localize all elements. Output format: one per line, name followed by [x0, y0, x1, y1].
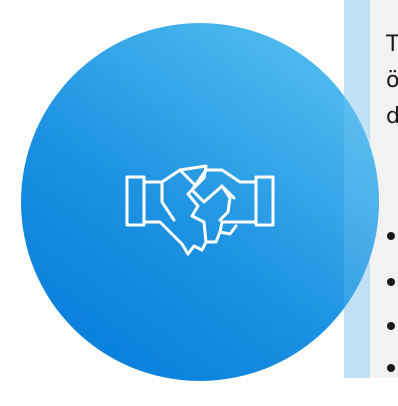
blue-circle-badge [21, 23, 379, 381]
panel-text-line-3: d [386, 104, 398, 129]
panel-text-line-1: T [386, 32, 398, 57]
handshake-icon [122, 142, 278, 272]
panel-text-line-2: ö [386, 68, 398, 93]
bullet-point [387, 278, 395, 286]
bullet-point [387, 322, 395, 330]
bullet-point [387, 364, 395, 372]
bullet-point [387, 232, 395, 240]
